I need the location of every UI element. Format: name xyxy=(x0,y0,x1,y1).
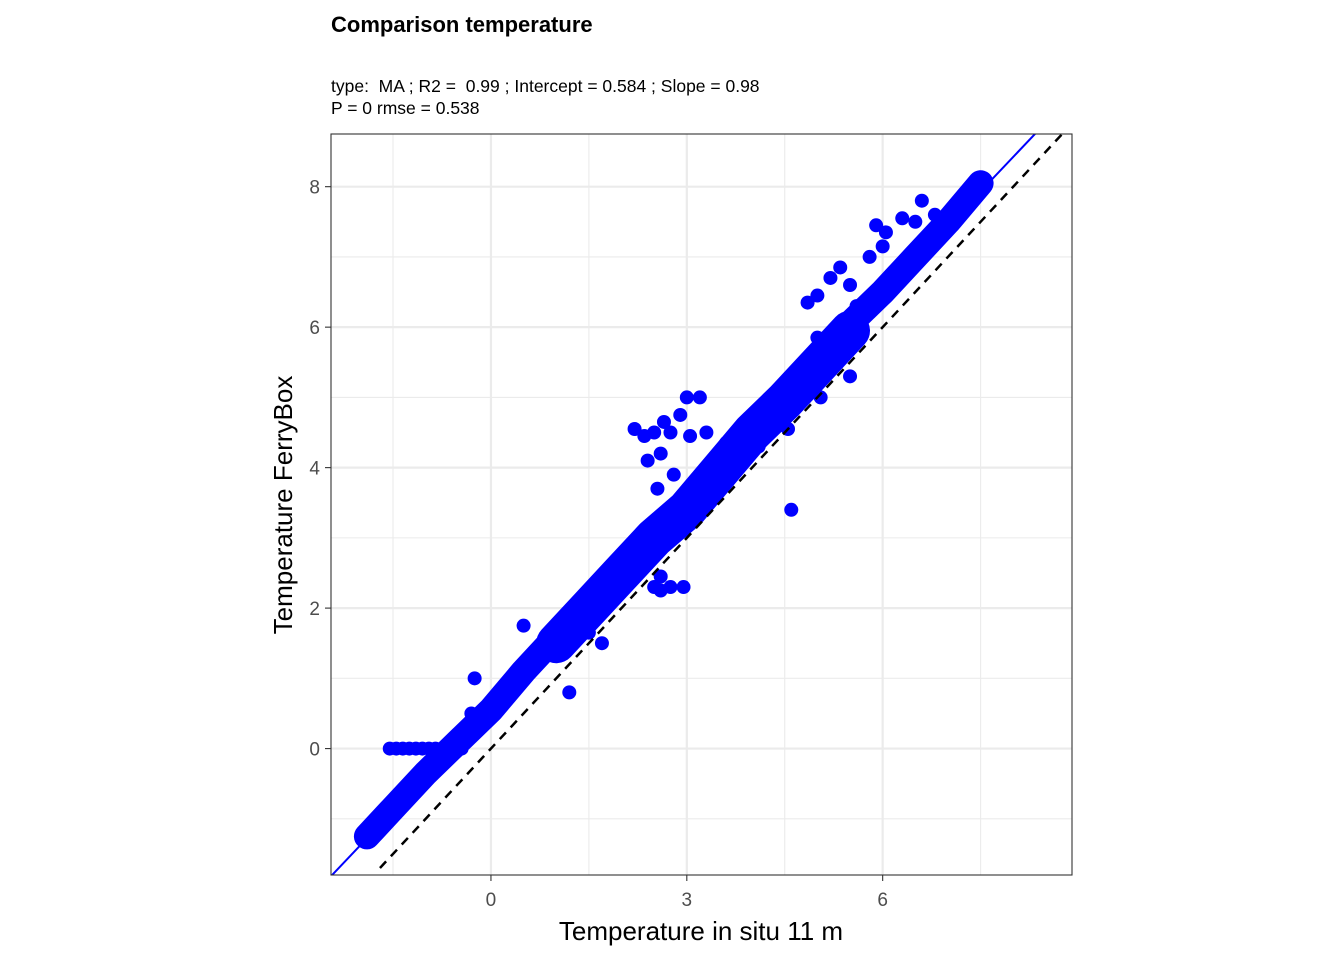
plot-border xyxy=(330,133,1073,876)
data-point xyxy=(673,407,688,422)
data-point xyxy=(810,288,825,303)
data-point xyxy=(650,481,665,496)
data-point xyxy=(869,218,884,233)
data-point xyxy=(908,214,923,229)
data-point xyxy=(683,429,698,444)
data-point xyxy=(581,625,596,640)
data-point xyxy=(653,569,668,584)
data-point xyxy=(627,421,642,436)
data-point xyxy=(594,636,609,651)
data-point xyxy=(516,618,531,633)
data-point xyxy=(784,502,799,517)
data-point xyxy=(676,580,691,595)
dense-point-band-core xyxy=(536,310,870,664)
data-point xyxy=(914,193,929,208)
data-point xyxy=(823,270,838,285)
data-point xyxy=(758,404,773,419)
data-point xyxy=(679,390,694,405)
data-point xyxy=(656,414,671,429)
x-tick-label: 0 xyxy=(486,890,497,911)
y-axis-label: Temperature FerryBox xyxy=(268,376,298,635)
data-point xyxy=(843,369,858,384)
data-point xyxy=(800,295,815,310)
x-tick-label: 6 xyxy=(877,890,888,911)
y-tick-label: 0 xyxy=(309,740,320,761)
chart-title: Comparison temperature xyxy=(331,12,593,37)
chart-subtitle: type: MA ; R2 = 0.99 ; Intercept = 0.584… xyxy=(331,75,760,119)
data-point xyxy=(454,741,469,756)
data-point xyxy=(862,249,877,264)
data-point xyxy=(666,467,681,482)
data-point xyxy=(813,390,828,405)
data-point xyxy=(878,225,893,240)
data-point xyxy=(562,685,577,700)
data-point xyxy=(718,436,733,451)
subtitle-line-2: P = 0 rmse = 0.538 xyxy=(331,98,480,118)
data-point xyxy=(895,211,910,226)
fit-line xyxy=(331,134,1037,875)
y-tick-label: 4 xyxy=(309,459,320,480)
axes: 0 3 6 0 2 4 6 8 xyxy=(309,178,888,911)
data-point xyxy=(833,260,848,275)
y-tick-label: 2 xyxy=(309,599,320,620)
data-point xyxy=(751,439,766,454)
data-point xyxy=(699,425,714,440)
data-point xyxy=(927,207,942,222)
x-axis-label: Temperature in situ 11 m xyxy=(559,916,843,946)
data-point xyxy=(467,671,482,686)
subtitle-line-1: type: MA ; R2 = 0.99 ; Intercept = 0.584… xyxy=(331,76,760,96)
data-point xyxy=(810,330,825,345)
x-tick-label: 3 xyxy=(682,890,693,911)
data-point xyxy=(849,299,864,314)
y-tick-label: 6 xyxy=(309,318,320,339)
data-point xyxy=(653,446,668,461)
data-point xyxy=(692,390,707,405)
data-point xyxy=(875,239,890,254)
data-point xyxy=(464,706,479,721)
y-tick-label: 8 xyxy=(309,178,320,199)
regression-lines xyxy=(331,134,1064,875)
data-point xyxy=(647,425,662,440)
data-point xyxy=(640,453,655,468)
data-point xyxy=(663,580,678,595)
data-point xyxy=(663,425,678,440)
data-point xyxy=(843,278,858,293)
